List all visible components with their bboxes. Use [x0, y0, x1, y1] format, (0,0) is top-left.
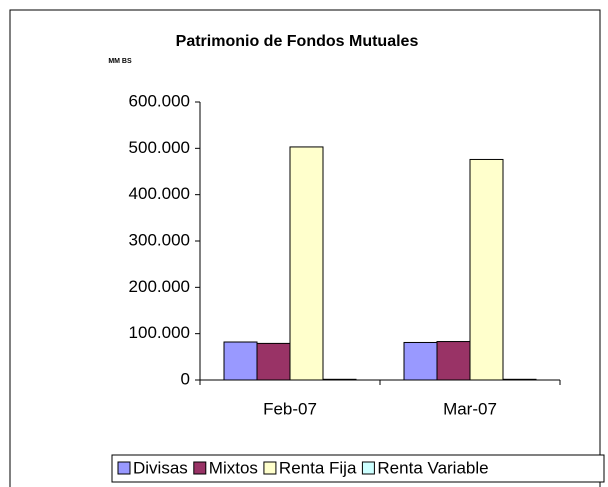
- legend-swatch: [117, 461, 131, 475]
- legend-label: Mixtos: [209, 458, 258, 477]
- y-tick-label: 300.000: [129, 230, 190, 249]
- legend-label: Divisas: [133, 458, 188, 477]
- legend-label: Renta Variable: [377, 458, 488, 477]
- chart-border: [9, 9, 601, 487]
- legend-swatch: [193, 461, 207, 475]
- x-tick-label: Feb-07: [263, 399, 317, 418]
- chart-title: Patrimonio de Fondos Mutuales: [176, 33, 419, 50]
- y-tick-label: 100.000: [129, 323, 190, 342]
- y-tick-label: 600.000: [129, 91, 190, 110]
- bar: [289, 146, 324, 381]
- chart-subtitle: MM BS: [108, 58, 132, 65]
- bar: [469, 158, 504, 381]
- bar: [322, 378, 357, 381]
- legend-box: [111, 454, 605, 483]
- x-tick-label: Mar-07: [443, 399, 497, 418]
- y-tick-label: 400.000: [129, 184, 190, 203]
- y-tick-label: 0: [181, 369, 190, 388]
- legend-swatch: [361, 461, 375, 475]
- bar: [223, 341, 258, 381]
- legend-label: Renta Fija: [279, 458, 357, 477]
- bar: [436, 341, 471, 381]
- bar: [256, 342, 291, 381]
- y-tick-label: 200.000: [129, 277, 190, 296]
- bar: [403, 341, 438, 381]
- legend-swatch: [263, 461, 277, 475]
- y-tick-label: 500.000: [129, 138, 190, 157]
- bar: [502, 378, 537, 381]
